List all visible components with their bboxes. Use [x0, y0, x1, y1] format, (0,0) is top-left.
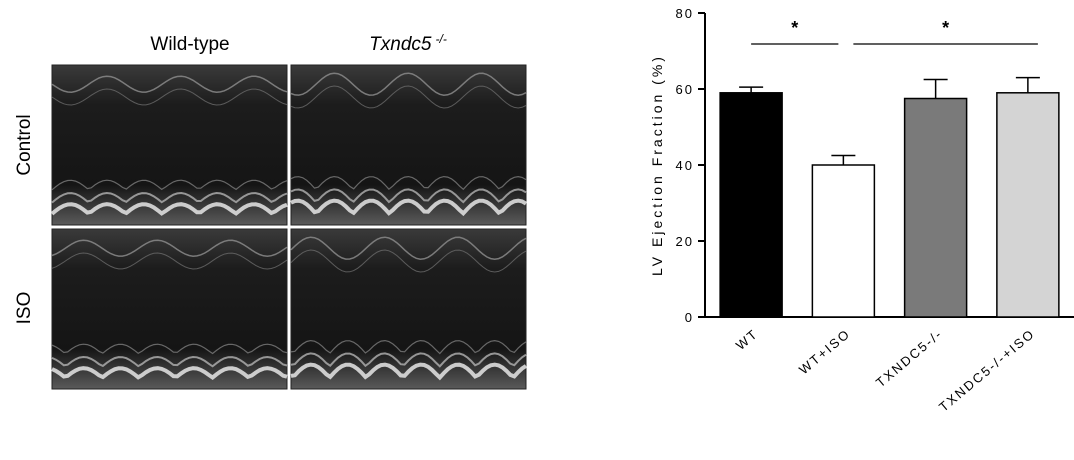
echo-trace: [290, 85, 527, 109]
echo-trace: [51, 179, 288, 191]
echo-trace: [51, 366, 288, 380]
y-tick-label: 0: [685, 310, 694, 325]
error-bar: [1015, 76, 1040, 93]
echo-trace: [290, 175, 527, 191]
echo-trace: [51, 343, 288, 355]
echo-trace: [290, 188, 527, 204]
echo-trace: [51, 88, 288, 106]
echo-trace: [290, 236, 527, 260]
echo-trace: [290, 198, 527, 217]
row-label: ISO: [14, 292, 35, 325]
x-tick-label: WT+ISO: [796, 326, 853, 377]
y-tick-label: 80: [676, 6, 694, 21]
row-label: Control: [14, 114, 35, 175]
echo-trace: [50, 202, 288, 216]
column-label-main: Txndc5: [369, 34, 432, 55]
significance-label: *: [791, 18, 798, 38]
bar: [811, 164, 876, 318]
error-bar: [831, 154, 856, 165]
echo-trace: [290, 249, 527, 273]
echo-trace: [51, 355, 288, 368]
bar: [996, 92, 1060, 318]
significance-label: *: [942, 18, 949, 38]
error-bar: [923, 78, 948, 99]
echo-image: [51, 64, 288, 226]
echo-trace: [51, 75, 288, 93]
echo-panel: Wild-type Txndc5 -/- Control ISO: [14, 32, 447, 324]
echo-trace: [51, 239, 288, 257]
column-label: Wild-type: [150, 34, 229, 55]
echo-trace: [290, 72, 527, 96]
x-tick-label: TXNDC5-/-+ISO: [936, 326, 1038, 415]
echo-trace: [290, 339, 527, 355]
error-bar: [739, 86, 764, 93]
y-axis-label: LV Ejection Fraction (%): [649, 54, 665, 276]
echo-trace: [290, 362, 528, 381]
echo-trace: [51, 191, 288, 204]
bar: [719, 92, 783, 318]
x-tick-label: TXNDC5-/-: [873, 326, 946, 390]
echo-image: [290, 64, 527, 226]
echo-trace: [290, 352, 527, 368]
y-tick-label: 60: [676, 82, 694, 97]
x-tick-label: WT: [733, 326, 761, 353]
y-tick-label: 40: [676, 158, 694, 173]
column-label: Txndc5 -/-: [369, 32, 447, 55]
y-tick-label: 20: [676, 234, 694, 249]
echo-trace: [51, 252, 288, 270]
column-label-superscript: -/-: [435, 32, 446, 46]
echo-image: [290, 228, 527, 390]
bar: [903, 97, 968, 318]
